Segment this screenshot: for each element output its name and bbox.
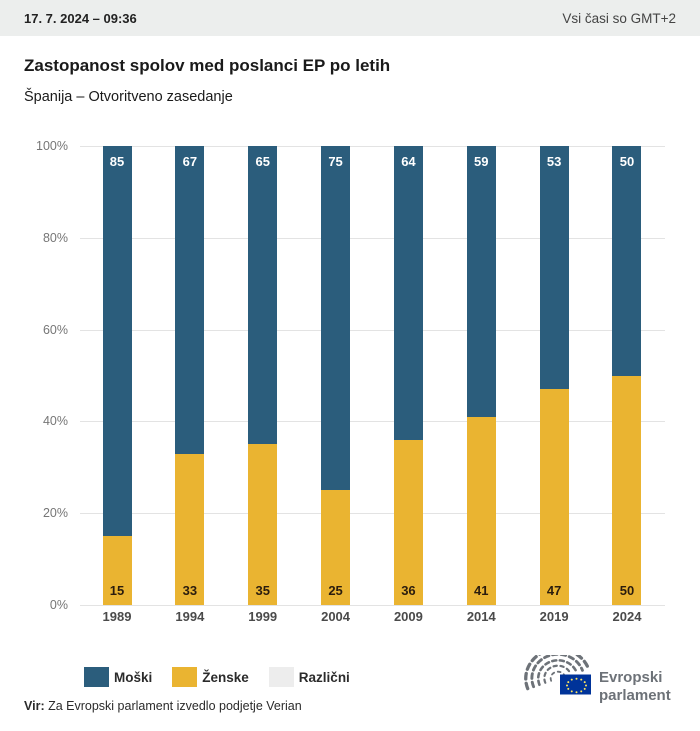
svg-text:Evropski: Evropski — [599, 669, 662, 686]
svg-text:parlament: parlament — [599, 687, 671, 704]
